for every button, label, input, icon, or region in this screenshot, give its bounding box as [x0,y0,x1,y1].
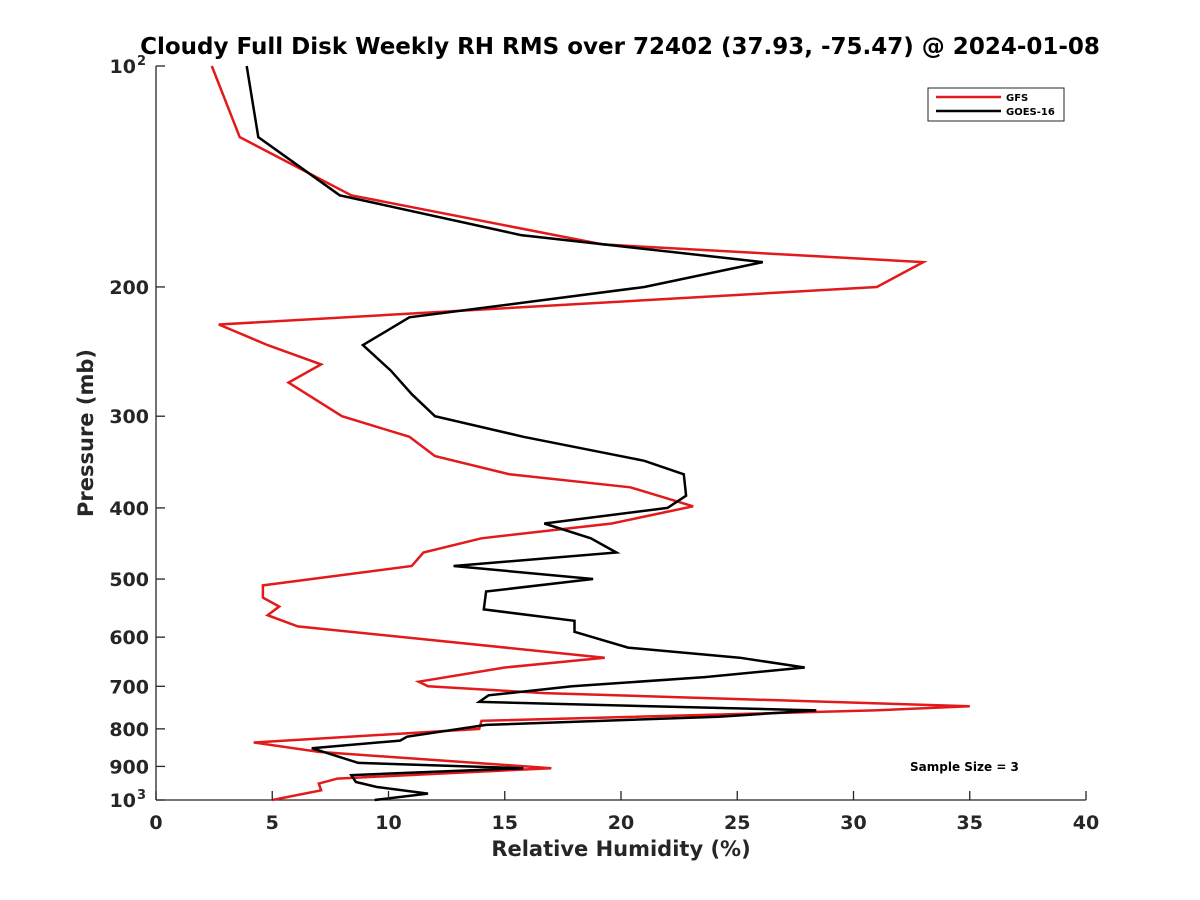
plot-area: 0 5 10 15 20 25 30 35 40 10 220030040050060070080… [109,54,1099,834]
x-tick-label: 30 [840,812,866,834]
chart-title: Cloudy Full Disk Weekly RH RMS over 7240… [140,34,1100,60]
legend-label-goes16: GOES-16 [1006,107,1055,118]
y-tick-label: 400 [109,498,149,520]
x-tick-label: 25 [724,812,750,834]
series-layer [210,65,970,802]
x-tick-label: 35 [957,812,983,834]
y-tick-exponent: 3 [137,788,146,803]
y-tick-label: 500 [109,569,149,591]
x-tick-label: 5 [266,812,279,834]
legend-label-gfs: GFS [1006,93,1028,104]
x-tick-label: 10 [375,812,401,834]
x-tick-label: 15 [492,812,518,834]
series-line-gfs [210,65,970,802]
y-tick-label: 10 [110,56,136,78]
y-tick-label: 10 [110,790,136,812]
series-line-goes16 [245,65,817,802]
legend-box [927,87,1065,122]
sample-size-annotation: Sample Size = 3 [910,760,1019,774]
y-tick-label: 300 [109,406,149,428]
x-tick-label: 20 [608,812,634,834]
y-tick-label: 200 [109,277,149,299]
legend: GFS GOES-16 [927,87,1065,122]
y-axis-label: Pressure (mb) [74,349,98,517]
y-tick-label: 600 [109,627,149,649]
x-ticks: 0 5 10 15 20 25 30 35 40 [149,791,1099,834]
x-axis-label: Relative Humidity (%) [491,837,750,861]
y-tick-label: 900 [109,756,149,778]
y-tick-label: 800 [109,719,149,741]
x-tick-label: 40 [1073,812,1099,834]
x-tick-label: 0 [149,812,162,834]
y-tick-exponent: 2 [137,54,146,69]
y-tick-label: 700 [109,676,149,698]
